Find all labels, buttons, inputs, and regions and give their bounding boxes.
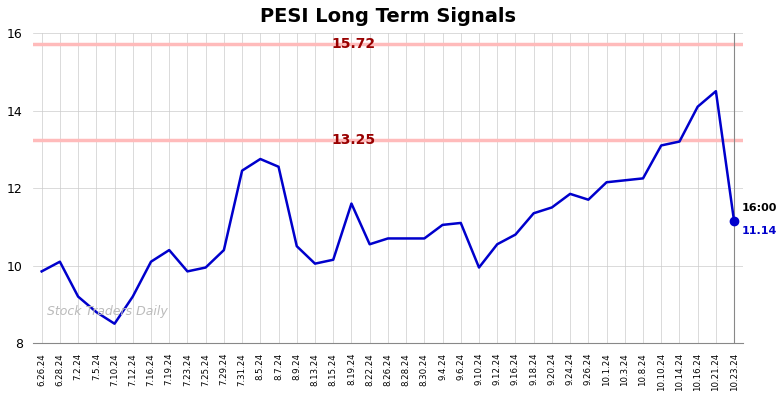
Text: 16:00: 16:00 xyxy=(742,203,777,213)
Title: PESI Long Term Signals: PESI Long Term Signals xyxy=(260,7,516,26)
Text: 13.25: 13.25 xyxy=(331,133,376,146)
Text: 15.72: 15.72 xyxy=(331,37,376,51)
Text: Stock Traders Daily: Stock Traders Daily xyxy=(47,305,168,318)
Text: 11.14: 11.14 xyxy=(742,226,777,236)
